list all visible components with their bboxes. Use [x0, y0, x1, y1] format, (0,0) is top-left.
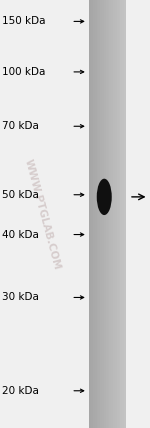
Bar [91, 0, 93, 428]
Text: 20 kDa: 20 kDa [2, 386, 38, 396]
Bar [124, 0, 126, 428]
Text: 30 kDa: 30 kDa [2, 292, 38, 303]
Bar [89, 0, 91, 428]
Bar [104, 0, 106, 428]
Bar [119, 0, 120, 428]
Bar [95, 0, 97, 428]
Bar [113, 0, 115, 428]
Bar [115, 0, 117, 428]
Text: 40 kDa: 40 kDa [2, 229, 38, 240]
Bar [120, 0, 122, 428]
Bar [110, 0, 111, 428]
Text: 70 kDa: 70 kDa [2, 121, 38, 131]
Text: 150 kDa: 150 kDa [2, 16, 45, 27]
Bar [93, 0, 95, 428]
Bar [108, 0, 109, 428]
Bar [106, 0, 108, 428]
Text: 50 kDa: 50 kDa [2, 190, 38, 200]
Ellipse shape [97, 179, 112, 215]
Bar [117, 0, 119, 428]
Bar [100, 0, 102, 428]
Bar [102, 0, 104, 428]
Text: 100 kDa: 100 kDa [2, 67, 45, 77]
Bar [98, 0, 100, 428]
Bar [122, 0, 124, 428]
Bar [111, 0, 113, 428]
Text: WWW.PTGLAB.COM: WWW.PTGLAB.COM [22, 158, 62, 270]
Bar [97, 0, 98, 428]
